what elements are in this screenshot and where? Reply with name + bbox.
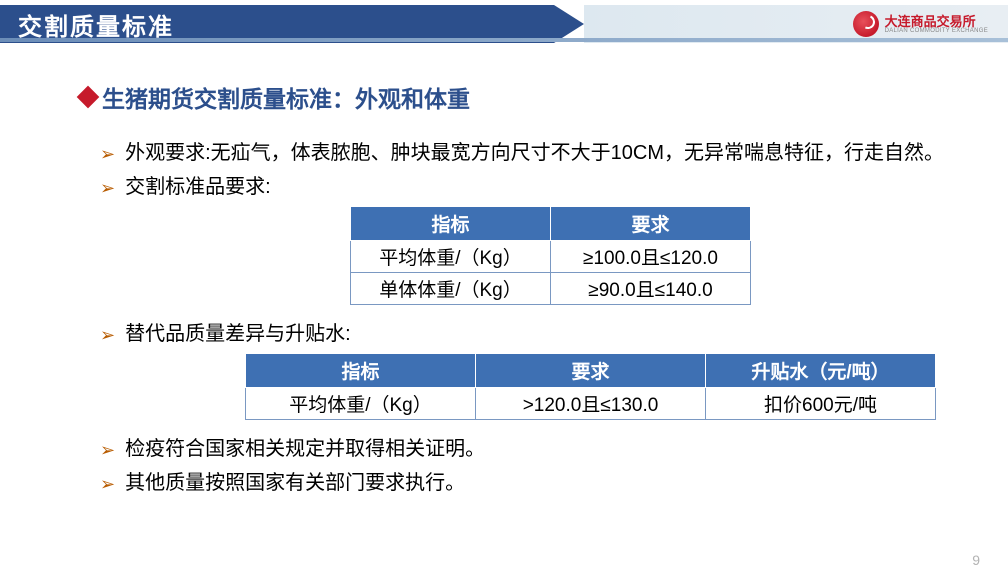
table-header-row: 指标 要求 升贴水（元/吨）: [246, 354, 936, 388]
td: ≥100.0且≤120.0: [551, 241, 751, 273]
standard-product-table: 指标 要求 平均体重/（Kg） ≥100.0且≤120.0 单体体重/（Kg） …: [350, 206, 751, 305]
chevron-right-icon: ➢: [100, 471, 115, 498]
slide-title: 交割质量标准: [18, 7, 174, 42]
table-row: 平均体重/（Kg） >120.0且≤130.0 扣价600元/吨: [246, 388, 936, 420]
bullet-standard: ➢ 交割标准品要求:: [100, 172, 948, 202]
logo-cn: 大连商品交易所: [885, 15, 988, 28]
bullet-text: 其他质量按照国家有关部门要求执行。: [125, 468, 948, 498]
table-row: 平均体重/（Kg） ≥100.0且≤120.0: [351, 241, 751, 273]
diamond-icon: [77, 86, 100, 109]
th-premium: 升贴水（元/吨）: [706, 354, 936, 388]
td: >120.0且≤130.0: [476, 388, 706, 420]
td: 平均体重/（Kg）: [351, 241, 551, 273]
chevron-right-icon: ➢: [100, 437, 115, 464]
bullet-quarantine: ➢ 检疫符合国家相关规定并取得相关证明。: [100, 434, 948, 464]
substitute-product-table: 指标 要求 升贴水（元/吨） 平均体重/（Kg） >120.0且≤130.0 扣…: [245, 353, 936, 420]
chevron-right-icon: ➢: [100, 175, 115, 202]
logo-swirl-icon: [853, 11, 879, 37]
bullet-substitute: ➢ 替代品质量差异与升贴水:: [100, 319, 948, 349]
th-indicator: 指标: [351, 207, 551, 241]
td: 平均体重/（Kg）: [246, 388, 476, 420]
td: 单体体重/（Kg）: [351, 273, 551, 305]
td: 扣价600元/吨: [706, 388, 936, 420]
section-heading-text: 生猪期货交割质量标准：外观和体重: [102, 80, 470, 114]
th-indicator: 指标: [246, 354, 476, 388]
td: ≥90.0且≤140.0: [551, 273, 751, 305]
bullet-text: 替代品质量差异与升贴水:: [125, 319, 948, 349]
table-header-row: 指标 要求: [351, 207, 751, 241]
slide-content: 生猪期货交割质量标准：外观和体重 ➢ 外观要求:无疝气，体表脓胞、肿块最宽方向尺…: [0, 48, 1008, 498]
logo-en: DALIAN COMMODITY EXCHANGE: [885, 28, 988, 34]
bullet-text: 外观要求:无疝气，体表脓胞、肿块最宽方向尺寸不大于10CM，无异常喘息特征，行走…: [125, 138, 948, 168]
th-requirement: 要求: [476, 354, 706, 388]
chevron-right-icon: ➢: [100, 322, 115, 349]
th-requirement: 要求: [551, 207, 751, 241]
logo-text-block: 大连商品交易所 DALIAN COMMODITY EXCHANGE: [885, 15, 988, 34]
bullet-text: 交割标准品要求:: [125, 172, 948, 202]
bullet-list: ➢ 外观要求:无疝气，体表脓胞、肿块最宽方向尺寸不大于10CM，无异常喘息特征，…: [100, 138, 948, 498]
bullet-text: 检疫符合国家相关规定并取得相关证明。: [125, 434, 948, 464]
section-heading: 生猪期货交割质量标准：外观和体重: [80, 80, 948, 114]
page-number: 9: [972, 552, 980, 568]
slide-header: 交割质量标准 大连商品交易所 DALIAN COMMODITY EXCHANGE: [0, 0, 1008, 48]
bullet-other: ➢ 其他质量按照国家有关部门要求执行。: [100, 468, 948, 498]
chevron-right-icon: ➢: [100, 141, 115, 168]
header-underline: [0, 38, 1008, 42]
exchange-logo: 大连商品交易所 DALIAN COMMODITY EXCHANGE: [853, 11, 988, 37]
table-row: 单体体重/（Kg） ≥90.0且≤140.0: [351, 273, 751, 305]
bullet-appearance: ➢ 外观要求:无疝气，体表脓胞、肿块最宽方向尺寸不大于10CM，无异常喘息特征，…: [100, 138, 948, 168]
